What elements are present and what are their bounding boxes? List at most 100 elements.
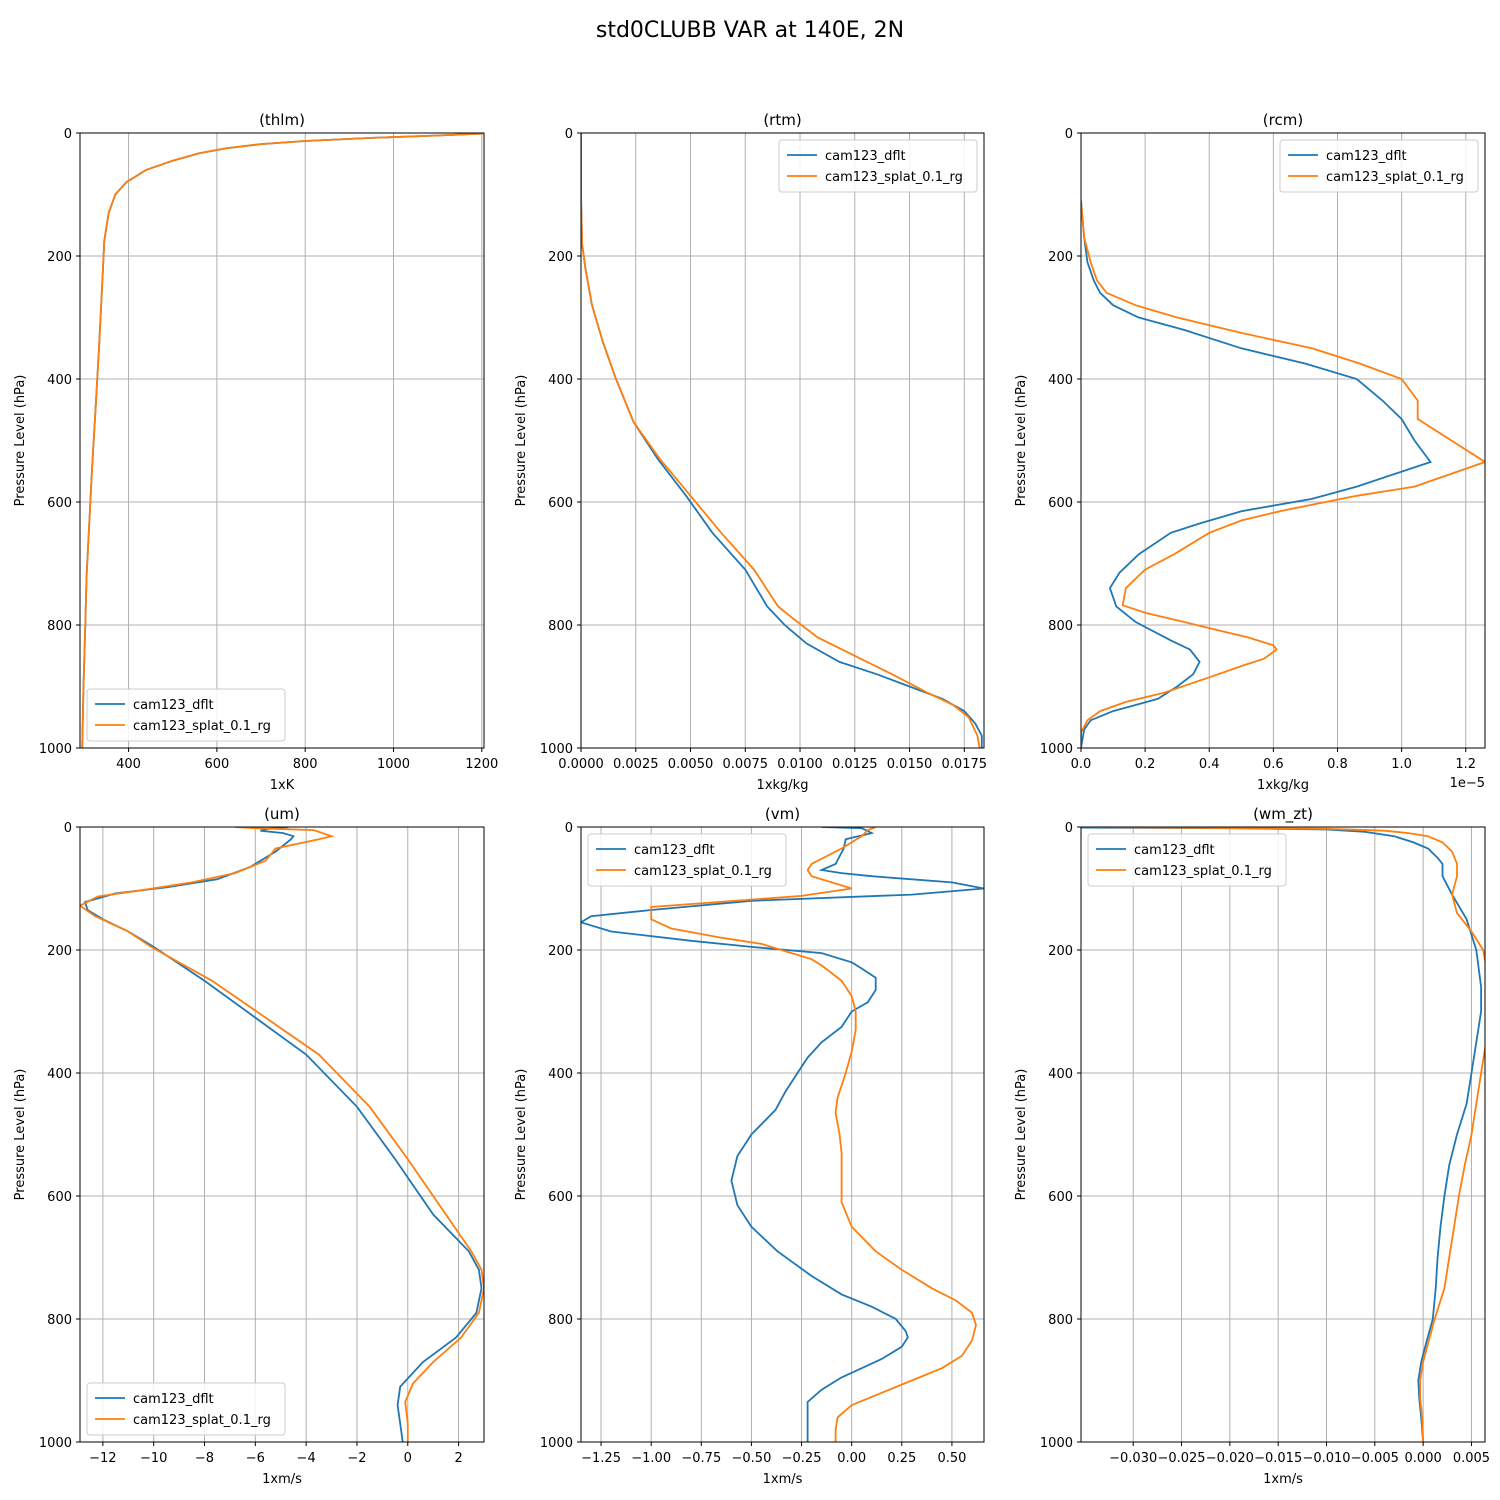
x-tick-label: −6 — [246, 1451, 265, 1466]
y-tick-label: 1000 — [540, 1436, 573, 1451]
x-tick-label: −0.030 — [1109, 1451, 1157, 1466]
y-tick-label: 600 — [1048, 496, 1073, 511]
legend-entry: cam123_splat_0.1_rg — [1134, 864, 1272, 879]
legend-entry: cam123_dflt — [133, 1392, 214, 1407]
x-tick-label: −0.50 — [732, 1451, 772, 1466]
y-axis-label: Pressure Level (hPa) — [13, 375, 28, 507]
legend-entry: cam123_dflt — [634, 843, 715, 858]
subplot-title: (wm_zt) — [1253, 805, 1313, 824]
y-tick-label: 600 — [47, 496, 72, 511]
x-tick-label: 0.50 — [937, 1451, 966, 1466]
legend-entry: cam123_dflt — [825, 149, 906, 164]
legend-entry: cam123_splat_0.1_rg — [133, 1413, 271, 1428]
x-axis-label: 1xm/s — [1263, 1472, 1303, 1487]
x-tick-label: −0.020 — [1206, 1451, 1254, 1466]
legend-box — [587, 833, 787, 887]
y-tick-label: 400 — [1048, 1067, 1073, 1082]
y-tick-label: 800 — [1048, 1313, 1073, 1328]
y-tick-label: 800 — [47, 1313, 72, 1328]
x-axis-label: 1xm/s — [262, 1472, 302, 1487]
y-tick-label: 600 — [1048, 1190, 1073, 1205]
legend: cam123_dflt cam123_splat_0.1_rg — [86, 1382, 286, 1436]
axes-frame — [79, 826, 485, 1443]
x-tick-label: −12 — [89, 1451, 116, 1466]
series-line-cam123_dflt — [581, 133, 983, 748]
x-tick-label: −8 — [195, 1451, 214, 1466]
subplot-title: (thlm) — [259, 111, 305, 129]
y-tick-label: 200 — [1048, 944, 1073, 959]
x-tick-label: 0.0000 — [558, 757, 604, 772]
series-line-cam123_dflt — [581, 827, 984, 1442]
y-tick-label: 0 — [1065, 127, 1073, 142]
y-tick-label: 200 — [548, 250, 573, 265]
axes-frame — [580, 132, 985, 749]
series-line-cam123_splat_0.1_rg — [80, 827, 484, 1442]
x-axis-label: 1xm/s — [763, 1472, 803, 1487]
x-tick-label: 800 — [293, 757, 318, 772]
x-tick-label: 1200 — [465, 757, 498, 772]
y-tick-label: 600 — [548, 496, 573, 511]
series-line-cam123_dflt — [83, 827, 483, 1442]
x-tick-label: 0.0175 — [942, 757, 988, 772]
legend-box — [86, 1382, 286, 1436]
x-tick-label: −10 — [140, 1451, 167, 1466]
x-tick-label: 2 — [454, 1451, 462, 1466]
subplot-title: (rtm) — [763, 111, 801, 129]
y-tick-label: 1000 — [39, 742, 72, 757]
x-tick-label: −0.015 — [1254, 1451, 1302, 1466]
legend-entry: cam123_splat_0.1_rg — [1326, 170, 1464, 185]
x-tick-label: −0.75 — [681, 1451, 721, 1466]
subplot-5: −0.030 −0.025 −0.020 −0.015 −0.010 −0.005 0.00… — [1014, 805, 1490, 1487]
series-line-cam123_dflt — [81, 133, 483, 748]
y-tick-label: 1000 — [1040, 742, 1073, 757]
legend: cam123_dflt cam123_splat_0.1_rg — [587, 833, 787, 887]
subplot-1: 0.0000 0.0025 0.0050 0.0075 0.0100 0.0125 0.01… — [514, 111, 987, 793]
y-tick-label: 600 — [548, 1190, 573, 1205]
legend: cam123_dflt cam123_splat_0.1_rg — [778, 139, 978, 193]
subplot-title: (um) — [264, 805, 300, 823]
y-tick-label: 0 — [64, 127, 72, 142]
legend-box — [1087, 833, 1287, 887]
y-tick-label: 1000 — [39, 1436, 72, 1451]
legend-entry: cam123_splat_0.1_rg — [634, 864, 772, 879]
x-tick-label: 0.0150 — [887, 757, 933, 772]
figure-title: std0CLUBB VAR at 140E, 2N — [596, 18, 904, 43]
y-tick-label: 200 — [1048, 250, 1073, 265]
x-tick-label: −1.25 — [581, 1451, 621, 1466]
x-tick-label: −4 — [297, 1451, 316, 1466]
x-tick-label: −2 — [347, 1451, 366, 1466]
x-tick-label: 0.0075 — [723, 757, 769, 772]
legend-box — [86, 688, 286, 742]
subplot-0: 400 600 800 1000 1200 0 200 400 600 800 1000 (thlm)… — [13, 111, 498, 793]
x-offset-text: 1e−5 — [1450, 776, 1485, 791]
y-tick-label: 200 — [47, 944, 72, 959]
y-tick-label: 200 — [47, 250, 72, 265]
x-tick-label: 0.0125 — [832, 757, 878, 772]
y-axis-label: Pressure Level (hPa) — [514, 375, 529, 507]
x-tick-label: 0.0100 — [777, 757, 823, 772]
y-tick-label: 400 — [548, 373, 573, 388]
legend-box — [1279, 139, 1479, 193]
x-tick-label: 0.8 — [1327, 757, 1348, 772]
x-axis-label: 1xK — [270, 778, 295, 793]
y-axis-label: Pressure Level (hPa) — [1014, 1069, 1029, 1201]
y-tick-label: 400 — [47, 373, 72, 388]
x-tick-label: −0.025 — [1157, 1451, 1205, 1466]
y-tick-label: 800 — [548, 619, 573, 634]
x-tick-label: −1.00 — [631, 1451, 671, 1466]
subplot-2: 0.0 0.2 0.4 0.6 0.8 1.0 1.2 0 200 400 600 800 1000 (r… — [1014, 111, 1486, 793]
x-tick-label: −0.25 — [782, 1451, 822, 1466]
x-tick-label: 400 — [116, 757, 141, 772]
y-tick-label: 400 — [1048, 373, 1073, 388]
x-tick-label: 0.0025 — [613, 757, 659, 772]
legend-entry: cam123_splat_0.1_rg — [133, 719, 271, 734]
y-tick-label: 800 — [548, 1313, 573, 1328]
axes-frame — [1080, 826, 1486, 1443]
y-axis-label: Pressure Level (hPa) — [514, 1069, 529, 1201]
series-line-cam123_splat_0.1_rg — [581, 133, 981, 748]
y-axis-label: Pressure Level (hPa) — [13, 1069, 28, 1201]
subplot-title: (rcm) — [1263, 111, 1303, 129]
series-line-cam123_splat_0.1_rg — [1081, 200, 1485, 748]
y-axis-label: Pressure Level (hPa) — [1014, 375, 1029, 507]
